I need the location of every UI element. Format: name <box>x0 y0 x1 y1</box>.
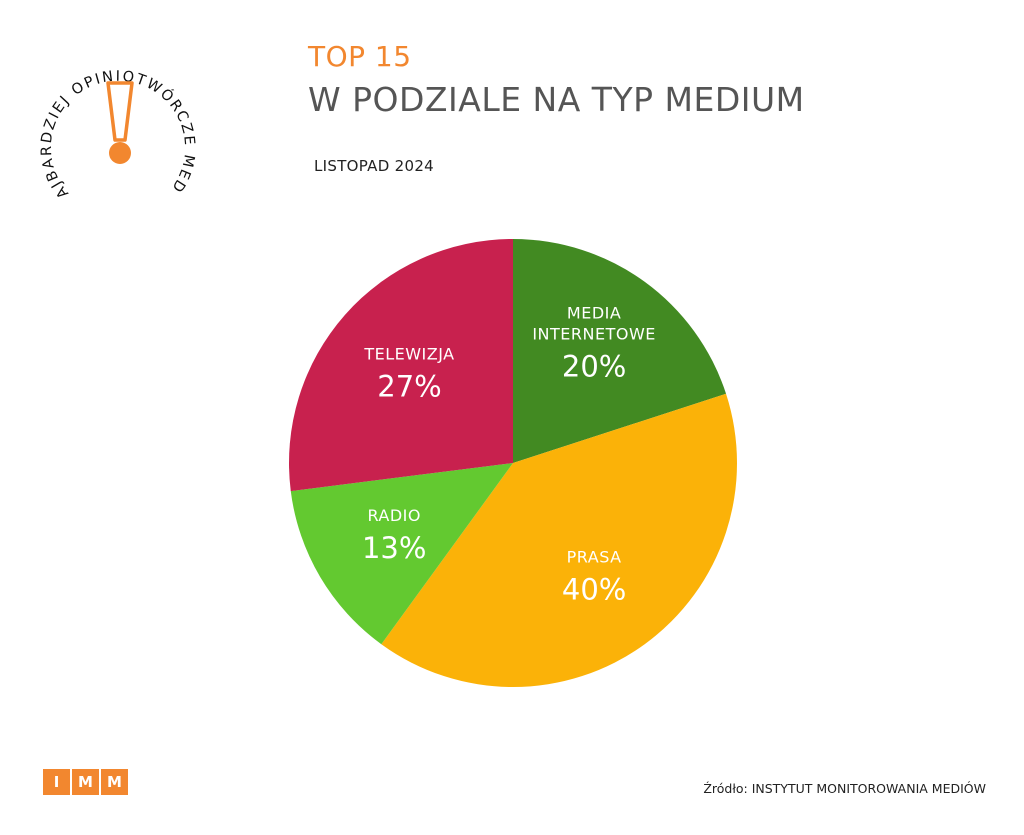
pie-slice <box>513 239 727 463</box>
pie-chart: MEDIA INTERNETOWE 20% PRASA 40% RADIO 13% TELEW… <box>289 239 737 688</box>
pie-slice <box>289 239 513 492</box>
exclamation-icon <box>106 81 134 164</box>
slice-label: MEDIA <box>567 303 621 322</box>
slice-value-label: 27% <box>377 370 441 404</box>
chart-title: TOP 15 <box>308 40 412 73</box>
slice-value-label: 20% <box>562 349 626 383</box>
chart-date: LISTOPAD 2024 <box>314 157 435 175</box>
slice-label: PRASA <box>567 548 622 567</box>
chart-subtitle: W PODZIALE NA TYP MEDIUM <box>308 80 805 119</box>
brand-letter-m: M <box>72 769 99 795</box>
logo-badge: NAJBARDZIEJ OPINIOTWÓRCZE MEDIA <box>28 40 195 201</box>
slice-label: RADIO <box>367 506 421 525</box>
pie-slice <box>290 463 513 645</box>
slice-value-label: 13% <box>362 531 426 565</box>
source-note: Źródło: INSTYTUT MONITOROWANIA MEDIÓW <box>703 781 986 796</box>
brand-letter-i: I <box>43 769 70 795</box>
brand-letter-m-2: M <box>101 769 128 795</box>
pie-slice <box>381 393 737 688</box>
slice-label: INTERNETOWE <box>532 324 656 343</box>
imm-logo: I M M <box>43 769 128 795</box>
slice-value-label: 40% <box>562 573 626 607</box>
slice-label: TELEWIZJA <box>363 345 454 364</box>
